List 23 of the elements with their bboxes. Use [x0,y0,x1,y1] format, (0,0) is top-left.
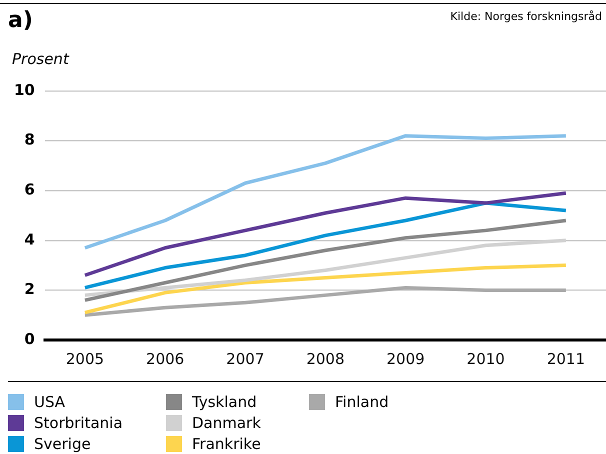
legend-label: Frankrike [192,434,261,452]
y-tick-label: 4 [24,230,35,248]
y-axis-title: Prosent [12,50,69,68]
legend-label: Sverige [34,434,91,452]
y-tick-label: 6 [24,180,35,198]
y-tick-label: 10 [14,80,35,99]
text: Kilde: Norges forskningsråd [450,10,602,23]
legend-label: Finland [335,392,389,410]
y-tick-label: 2 [24,280,35,298]
legend-label: Danmark [192,414,261,432]
legend-label: USA [34,392,66,410]
x-tick-label: 2005 [66,350,104,368]
x-tick-label: 2007 [226,350,264,368]
x-tick-label: 2008 [306,350,345,368]
y-tick-label: 0 [24,330,35,348]
x-tick-label: 2006 [146,350,184,368]
x-tick-label: 2011 [546,350,586,368]
x-tick-label: 2010 [466,350,505,368]
x-tick-label: 2009 [386,350,425,368]
y-tick-label: 8 [24,130,35,149]
chart-title: a) [8,8,33,33]
legend-label: Tyskland [192,392,257,410]
legend-label: Storbritania [34,414,123,432]
